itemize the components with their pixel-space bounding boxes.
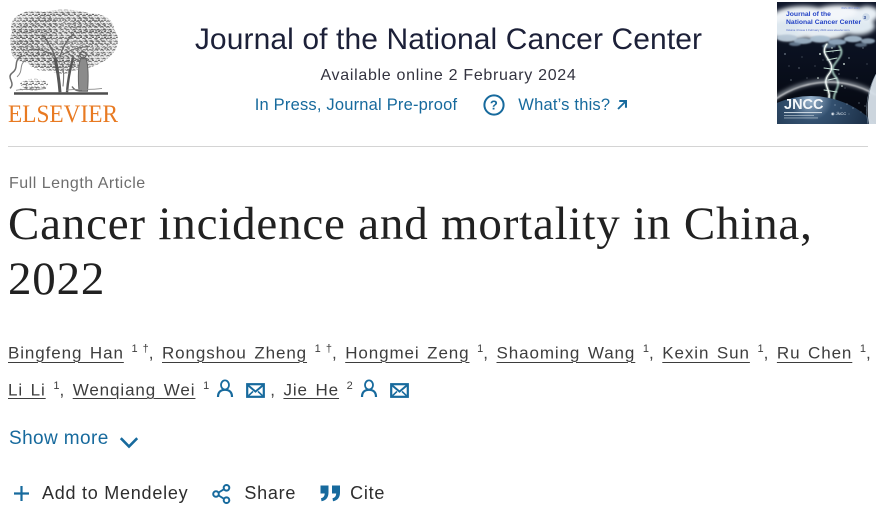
- svg-text:Volume 4 Issue 1 February 20: Volume 4 Issue 1 February 2024 www.elsev…: [786, 28, 850, 32]
- svg-text:Journal of the: Journal of the: [786, 11, 831, 18]
- svg-text:ISSN 2667-0054: ISSN 2667-0054: [841, 7, 860, 10]
- svg-text:National Cancer Center: National Cancer Center: [786, 19, 862, 26]
- svg-text:?: ?: [490, 98, 498, 113]
- svg-text:◉ JNCC: ◉ JNCC: [831, 111, 846, 116]
- svg-text:JNCC: JNCC: [784, 97, 824, 113]
- svg-text:3: 3: [864, 15, 867, 20]
- svg-text:ELSEVIER: ELSEVIER: [8, 101, 118, 126]
